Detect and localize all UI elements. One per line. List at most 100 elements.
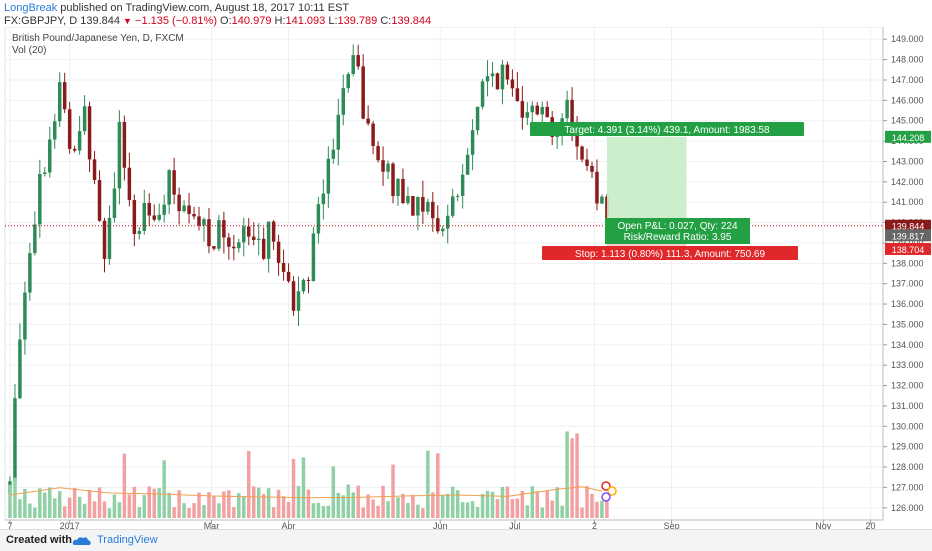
- y-tick-label: 133.000: [891, 360, 924, 370]
- candle-body: [540, 106, 544, 115]
- candle-body: [431, 201, 435, 219]
- candle-body: [266, 221, 271, 259]
- candle-body: [261, 238, 266, 259]
- x-tick-label: Apr: [282, 521, 296, 529]
- volume-bar: [202, 505, 206, 518]
- candle-body: [421, 197, 425, 212]
- candle-body: [590, 165, 594, 172]
- candle-body: [535, 105, 540, 115]
- volume-bar: [391, 464, 395, 518]
- volume-bar: [600, 500, 604, 518]
- candle-body: [256, 238, 261, 241]
- volume-bar: [515, 498, 520, 518]
- candle-body: [326, 158, 331, 194]
- created-with-label: Created with: [6, 534, 73, 546]
- candle-body: [595, 171, 599, 204]
- volume-bar: [23, 488, 27, 518]
- price-tag-bg: [885, 229, 931, 242]
- candle-body: [127, 167, 132, 201]
- volume-bar: [286, 501, 291, 518]
- volume-bar: [261, 493, 266, 518]
- candle-body: [77, 131, 82, 151]
- volume-bar: [256, 487, 261, 518]
- y-tick-label: 146.000: [891, 95, 924, 105]
- volume-bar: [540, 507, 544, 518]
- volume-bar: [490, 491, 495, 518]
- volume-bar: [247, 450, 251, 518]
- candle-body: [67, 109, 72, 149]
- event-marker-icon: [607, 486, 617, 496]
- candle-body: [152, 215, 156, 220]
- volume-bar: [8, 484, 12, 518]
- candle-body: [87, 106, 92, 160]
- x-tick-label: Jun: [433, 521, 448, 529]
- volume-bar: [67, 497, 72, 518]
- price-chart[interactable]: 126.000 127.000 128.000 129.000 130.000 131.0…: [0, 27, 932, 529]
- volume-bar: [38, 488, 42, 518]
- volume-bar: [187, 508, 191, 518]
- candle-body: [376, 146, 380, 161]
- candle-body: [38, 174, 42, 225]
- tradingview-brand[interactable]: TradingView: [97, 534, 158, 546]
- y-tick-label: 130.000: [891, 421, 924, 431]
- author-link[interactable]: LongBreak: [4, 2, 58, 14]
- volume-bar: [336, 492, 341, 518]
- volume-bar: [550, 500, 554, 518]
- volume-bar: [361, 507, 365, 518]
- candle-body: [167, 170, 171, 205]
- volume-bar: [162, 460, 166, 518]
- volume-bar: [426, 450, 430, 518]
- candle-body: [500, 64, 505, 90]
- candle-body: [107, 217, 112, 259]
- event-marker-icon: [601, 481, 611, 491]
- stop-label: Stop: 1.113 (0.80%) 111.3, Amount: 750.6…: [575, 249, 766, 260]
- volume-bar: [565, 431, 569, 518]
- candle-body: [276, 241, 281, 263]
- candle-body: [341, 88, 346, 115]
- publish-line: LongBreak published on TradingView.com, …: [4, 1, 349, 15]
- candle-body: [570, 99, 574, 132]
- volume-bar: [371, 499, 375, 518]
- candle-body: [192, 214, 196, 217]
- candle-body: [286, 271, 291, 282]
- y-tick-label: 134.000: [891, 340, 924, 350]
- volume-bar: [525, 505, 530, 518]
- volume-bar: [445, 493, 450, 518]
- candle-body: [336, 114, 341, 150]
- series-legend: British Pound/Japanese Yen, D, FXCM: [12, 33, 184, 44]
- candle-body: [251, 236, 256, 241]
- volume-bar: [510, 499, 515, 518]
- candle-body: [306, 279, 311, 281]
- volume-bar: [431, 492, 435, 518]
- volume-bar: [505, 486, 510, 518]
- volume-bar: [48, 487, 52, 518]
- y-tick-label: 126.000: [891, 503, 924, 513]
- high-label: H:: [274, 15, 286, 27]
- y-tick-label: 143.000: [891, 156, 924, 166]
- y-tick-label: 145.000: [891, 116, 924, 126]
- footer-bar: Created with TradingView: [0, 529, 932, 551]
- y-tick-label: 135.000: [891, 319, 924, 329]
- y-tick-label: 148.000: [891, 55, 924, 65]
- candle-body: [530, 105, 535, 113]
- candle-body: [585, 159, 589, 166]
- candle-body: [510, 79, 515, 89]
- candle-body: [177, 194, 181, 212]
- volume-bar: [97, 487, 102, 518]
- x-tick-label: Mar: [204, 521, 220, 529]
- y-tick-label: 129.000: [891, 442, 924, 452]
- close-value: 139.844: [391, 15, 432, 27]
- volume-bar: [460, 502, 465, 518]
- volume-bar: [92, 501, 97, 518]
- candle-body: [515, 88, 520, 102]
- candle-body: [97, 180, 102, 221]
- volume-bar: [465, 502, 470, 518]
- candle-body: [197, 216, 201, 226]
- target-label: Target: 4.391 (3.14%) 439.1, Amount: 198…: [564, 125, 770, 136]
- volume-bar: [271, 507, 276, 518]
- volume-bar: [570, 438, 574, 518]
- y-tick-label: 127.000: [891, 482, 924, 492]
- candle-body: [102, 220, 107, 259]
- candle-body: [545, 106, 549, 118]
- tradingview-cloud-icon: [72, 537, 91, 545]
